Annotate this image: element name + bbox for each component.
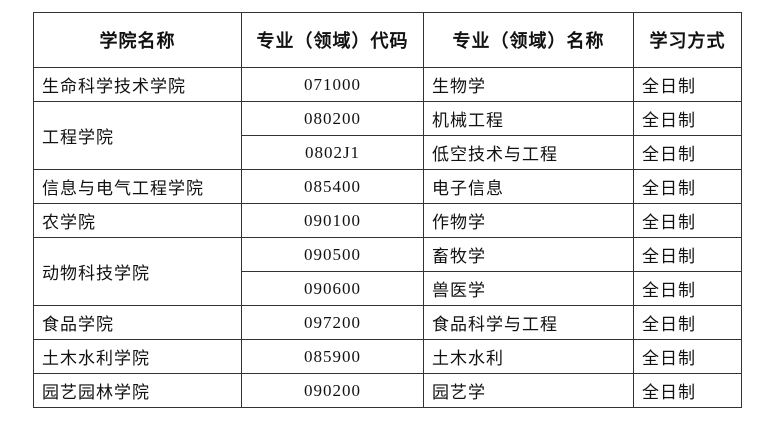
- major-name: 电子信息: [423, 169, 634, 204]
- header-study-mode: 学习方式: [633, 12, 742, 68]
- table-row: 食品学院 097200 食品科学与工程 全日制: [33, 305, 742, 340]
- table-row: 园艺园林学院 090200 园艺学 全日制: [33, 373, 742, 408]
- table-row: 0802J1 低空技术与工程 全日制: [34, 135, 742, 170]
- study-mode: 全日制: [633, 203, 742, 238]
- study-mode: 全日制: [633, 135, 742, 170]
- major-code: 090500: [241, 237, 424, 272]
- majors-table: 学院名称 专业（领域）代码 专业（领域）名称 学习方式 生命科学技术学院 0710…: [33, 12, 742, 408]
- major-code: 071000: [241, 67, 424, 102]
- major-name: 作物学: [423, 203, 634, 238]
- table-row: 动物科技学院 090500 畜牧学 全日制: [33, 237, 742, 306]
- major-code: 090600: [241, 271, 424, 306]
- study-mode: 全日制: [633, 373, 742, 408]
- major-code: 080200: [241, 101, 424, 136]
- major-code: 0802J1: [241, 135, 424, 170]
- college-name: 土木水利学院: [33, 339, 242, 374]
- college-name: 园艺园林学院: [33, 373, 242, 408]
- table-row: 农学院 090100 作物学 全日制: [33, 203, 742, 238]
- table-row: 090600 兽医学 全日制: [34, 271, 742, 306]
- major-name: 低空技术与工程: [423, 135, 634, 170]
- study-mode: 全日制: [633, 67, 742, 102]
- major-code: 090100: [241, 203, 424, 238]
- major-name: 食品科学与工程: [423, 305, 634, 340]
- college-name: 生命科学技术学院: [33, 67, 242, 102]
- major-code: 090200: [241, 373, 424, 408]
- major-code: 085900: [241, 339, 424, 374]
- header-major-name: 专业（领域）名称: [423, 12, 634, 68]
- study-mode: 全日制: [633, 305, 742, 340]
- college-name: 工程学院: [33, 101, 242, 170]
- header-code: 专业（领域）代码: [241, 12, 424, 68]
- major-code: 097200: [241, 305, 424, 340]
- table-row: 生命科学技术学院 071000 生物学 全日制: [33, 67, 742, 102]
- college-name: 农学院: [33, 203, 242, 238]
- header-row: 学院名称 专业（领域）代码 专业（领域）名称 学习方式: [33, 12, 742, 68]
- table-row: 土木水利学院 085900 土木水利 全日制: [33, 339, 742, 374]
- major-name: 园艺学: [423, 373, 634, 408]
- college-name: 动物科技学院: [33, 237, 242, 306]
- major-name: 土木水利: [423, 339, 634, 374]
- study-mode: 全日制: [633, 169, 742, 204]
- major-name: 畜牧学: [423, 237, 634, 272]
- study-mode: 全日制: [633, 339, 742, 374]
- table-row: 信息与电气工程学院 085400 电子信息 全日制: [33, 169, 742, 204]
- study-mode: 全日制: [633, 271, 742, 306]
- major-name: 机械工程: [423, 101, 634, 136]
- college-name: 信息与电气工程学院: [33, 169, 242, 204]
- table-row: 工程学院 080200 机械工程 全日制: [33, 101, 742, 170]
- study-mode: 全日制: [633, 237, 742, 272]
- header-college: 学院名称: [33, 12, 242, 68]
- college-name: 食品学院: [33, 305, 242, 340]
- study-mode: 全日制: [633, 101, 742, 136]
- major-name: 兽医学: [423, 271, 634, 306]
- major-code: 085400: [241, 169, 424, 204]
- major-name: 生物学: [423, 67, 634, 102]
